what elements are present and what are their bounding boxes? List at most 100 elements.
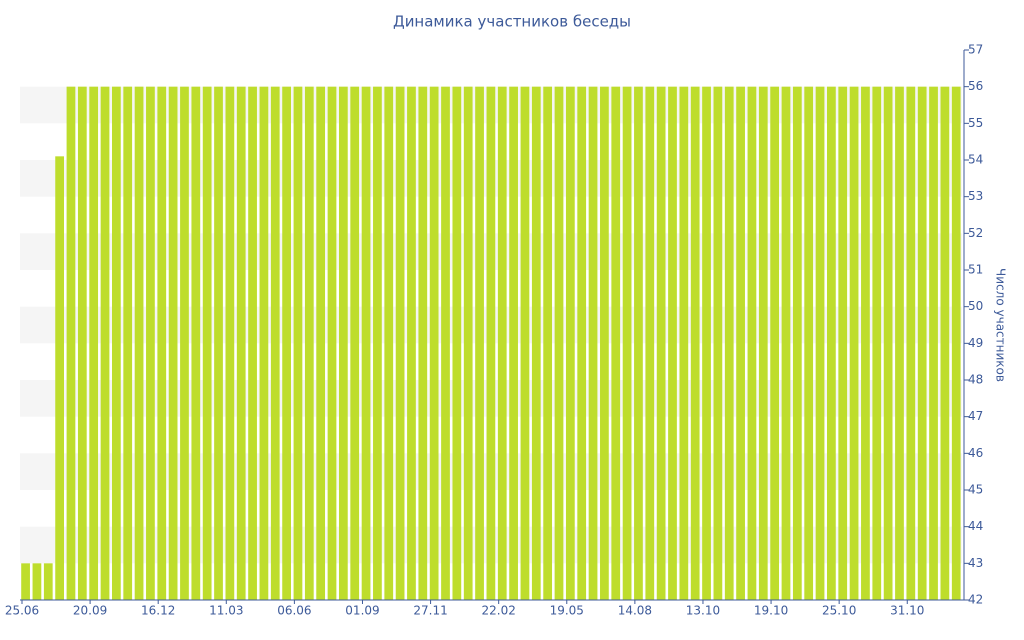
y-tick-label: 50 [968, 299, 983, 313]
chart-title: Динамика участников беседы [393, 13, 631, 31]
y-tick-label: 52 [968, 226, 983, 240]
y-tick-label: 54 [968, 153, 983, 167]
x-tick-label: 13.10 [686, 604, 720, 618]
bar [225, 86, 235, 600]
bar [702, 86, 711, 600]
bar [191, 86, 201, 600]
bar [634, 86, 643, 600]
bar [497, 86, 507, 600]
y-tick-label: 44 [968, 519, 983, 533]
bar [373, 86, 382, 600]
bar [452, 86, 462, 600]
x-tick-label: 19.10 [754, 604, 788, 618]
bar [588, 86, 598, 600]
bar [89, 86, 99, 600]
bar [327, 86, 337, 600]
bar [270, 86, 280, 600]
y-tick-label: 53 [968, 189, 983, 203]
bar [781, 86, 791, 600]
bar [849, 86, 859, 600]
y-tick-label: 45 [968, 483, 983, 497]
bar [861, 86, 870, 600]
y-axis-label: Число участников [994, 268, 1008, 382]
bar [134, 86, 144, 600]
bar [509, 86, 518, 600]
bar [123, 86, 133, 600]
bar [656, 86, 666, 600]
bar [804, 86, 814, 600]
bar [724, 86, 734, 600]
bar [770, 86, 780, 600]
x-tick-label: 31.10 [890, 604, 924, 618]
bar [429, 86, 439, 600]
bar [100, 86, 110, 600]
bar [668, 86, 677, 600]
bar [168, 86, 178, 600]
bar [418, 86, 428, 600]
bar [338, 86, 348, 600]
x-tick-label: 22.02 [481, 604, 515, 618]
bar [293, 86, 303, 600]
x-tick-label: 19.05 [550, 604, 584, 618]
y-tick-label: 42 [968, 593, 983, 607]
bar [622, 86, 632, 600]
bar [758, 86, 768, 600]
y-tick-label: 46 [968, 446, 983, 460]
bar [304, 86, 314, 600]
x-tick-label: 25.10 [822, 604, 856, 618]
y-tick-label: 47 [968, 409, 983, 423]
bar [407, 86, 416, 600]
y-tick-label: 49 [968, 336, 983, 350]
bar [543, 86, 553, 600]
bar [180, 86, 189, 600]
bar [895, 86, 904, 600]
bar [202, 86, 212, 600]
bar [792, 86, 802, 600]
bar [917, 86, 927, 600]
bar [32, 563, 42, 600]
x-tick-label: 06.06 [277, 604, 311, 618]
x-tick-label: 01.09 [345, 604, 379, 618]
x-tick-label: 14.08 [618, 604, 652, 618]
bar [611, 86, 621, 600]
x-tick-label: 25.06 [5, 604, 39, 618]
bar [21, 563, 30, 600]
bar [872, 86, 882, 600]
y-tick-label: 48 [968, 373, 983, 387]
bar [395, 86, 405, 600]
x-tick-label: 27.11 [413, 604, 447, 618]
bar [350, 86, 360, 600]
bar [531, 86, 541, 600]
bar [713, 86, 723, 600]
bar [600, 86, 609, 600]
bar [577, 86, 587, 600]
bar [940, 86, 950, 600]
bar [827, 86, 836, 600]
y-tick-label: 56 [968, 79, 983, 93]
bar [55, 156, 64, 601]
bar [645, 86, 655, 600]
x-tick-label: 16.12 [141, 604, 175, 618]
bar [951, 86, 961, 600]
bar [248, 86, 257, 600]
y-tick-label: 55 [968, 116, 983, 130]
bar [463, 86, 473, 600]
bar [214, 86, 223, 600]
bar [361, 86, 371, 600]
bar [736, 86, 745, 600]
bar [157, 86, 167, 600]
bar [565, 86, 575, 600]
bar [486, 86, 496, 600]
bar [679, 86, 689, 600]
bar [77, 86, 87, 600]
bar [282, 86, 291, 600]
bar [747, 86, 757, 600]
bar [929, 86, 938, 600]
bar [384, 86, 394, 600]
y-tick-label: 51 [968, 263, 983, 277]
bar [316, 86, 326, 600]
bar [236, 86, 246, 600]
bar [838, 86, 848, 600]
bar [815, 86, 825, 600]
